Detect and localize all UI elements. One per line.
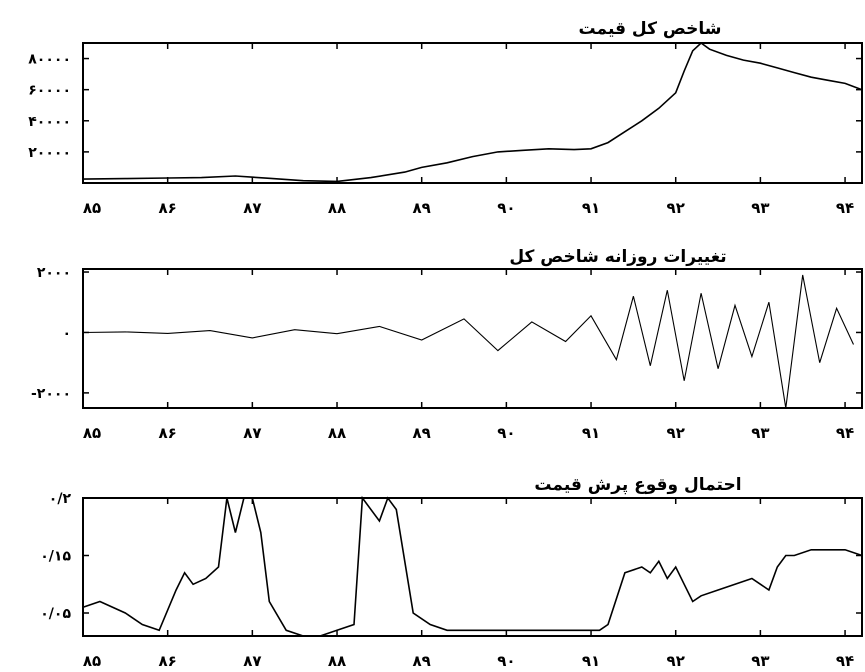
panel-3-y-tick-labels: ۰/۲ ۰/۱۵ ۰/۰۵ — [40, 491, 71, 622]
panel-2-ticks — [82, 269, 862, 408]
x-tick-label: ۹۴ — [836, 199, 854, 217]
panel-1-ticks — [82, 43, 862, 183]
panel-3-x-tick-labels: ۸۵ ۸۶ ۸۷ ۸۸ ۸۹ ۹۰ ۹۱ ۹۲ ۹۳ ۹۴ — [83, 652, 854, 670]
panel-3-frame — [82, 497, 863, 637]
panel-2-x-tick-labels: ۸۵ ۸۶ ۸۷ ۸۸ ۸۹ ۹۰ ۹۱ ۹۲ ۹۳ ۹۴ — [83, 424, 854, 442]
x-tick-label: ۸۹ — [413, 424, 431, 442]
x-tick-label: ۸۹ — [413, 199, 431, 217]
x-tick-label: ۹۴ — [836, 652, 854, 670]
x-tick-label: ۹۴ — [836, 424, 854, 442]
panel-1-title: شاخص کل قیمت — [579, 19, 722, 39]
y-tick-label: ۰/۲ — [49, 491, 72, 507]
x-tick-label: ۹۳ — [751, 424, 769, 442]
x-tick-label: ۸۶ — [159, 652, 177, 670]
price-index-line — [82, 41, 863, 183]
y-tick-label: ۰ — [62, 325, 71, 341]
x-tick-label: ۹۲ — [667, 652, 685, 670]
y-tick-label: ۲۰۰۰۰ — [28, 145, 71, 161]
y-tick-label: ۴۰۰۰۰ — [28, 114, 71, 130]
x-tick-label: ۸۷ — [243, 199, 261, 217]
x-tick-label: ۸۵ — [83, 652, 101, 670]
panel-1-y-tick-labels: ۲۰۰۰۰ ۴۰۰۰۰ ۶۰۰۰۰ ۸۰۰۰۰ — [28, 52, 71, 161]
y-tick-label: ۲۰۰۰ — [37, 265, 71, 281]
x-tick-label: ۸۷ — [243, 424, 261, 442]
x-tick-label: ۸۶ — [159, 424, 177, 442]
x-tick-label: ۸۷ — [243, 652, 261, 670]
panel-1-x-tick-labels: ۸۵ ۸۶ ۸۷ ۸۸ ۸۹ ۹۰ ۹۱ ۹۲ ۹۳ ۹۴ — [83, 199, 854, 217]
x-tick-label: ۹۳ — [751, 652, 769, 670]
y-tick-label: ۶۰۰۰۰ — [28, 83, 71, 99]
panel-2-y-tick-labels: ۲۰۰۰ ۰ -۲۰۰۰ — [31, 265, 71, 402]
panel-price-index: شاخص کل قیمت ۸۵ ۸۶ ۸۷ ۸۸ ۸۹ ۹۰ ۹۱ ۹۲ ۹۳ ۹۴ ۲۰۰۰۰ ۴… — [28, 19, 863, 217]
panel-1-frame — [82, 42, 863, 184]
panel-2-frame — [82, 268, 863, 409]
panel-2-title: تغییرات روزانه شاخص کل — [509, 247, 726, 267]
y-tick-label: -۲۰۰۰ — [31, 386, 71, 402]
y-tick-label: ۸۰۰۰۰ — [28, 52, 71, 68]
y-tick-label: ۰/۰۵ — [40, 606, 71, 622]
panel-3-title: احتمال وقوع پرش قیمت — [534, 475, 741, 495]
x-tick-label: ۸۶ — [159, 199, 177, 217]
x-tick-label: ۹۰ — [497, 424, 515, 442]
x-tick-label: ۸۵ — [83, 199, 101, 217]
panel-daily-change: تغییرات روزانه شاخص کل ۸۵ ۸۶ ۸۷ ۸۸ ۸۹ ۹۰ ۹۱ ۹۲ ۹… — [31, 247, 863, 442]
x-tick-label: ۸۵ — [83, 424, 101, 442]
x-tick-label: ۹۳ — [751, 199, 769, 217]
x-tick-label: ۹۱ — [582, 199, 600, 217]
x-tick-label: ۹۲ — [667, 424, 685, 442]
x-tick-label: ۹۰ — [497, 199, 515, 217]
y-tick-label: ۰/۱۵ — [40, 549, 71, 565]
x-tick-label: ۸۹ — [413, 652, 431, 670]
panel-3-ticks — [82, 497, 862, 636]
x-tick-label: ۹۱ — [582, 424, 600, 442]
x-tick-label: ۹۰ — [497, 652, 515, 670]
daily-change-line — [82, 274, 854, 409]
x-tick-label: ۸۸ — [328, 652, 346, 670]
x-tick-label: ۹۱ — [582, 652, 600, 670]
x-tick-label: ۸۸ — [328, 199, 346, 217]
jump-probability-line — [82, 495, 863, 637]
x-tick-label: ۹۲ — [667, 199, 685, 217]
x-tick-label: ۸۸ — [328, 424, 346, 442]
panel-jump-probability: احتمال وقوع پرش قیمت ۸۵ ۸۶ ۸۷ ۸۸ ۸۹ ۹۰ ۹۱ ۹۲ ۹۳ ۹… — [40, 475, 863, 670]
